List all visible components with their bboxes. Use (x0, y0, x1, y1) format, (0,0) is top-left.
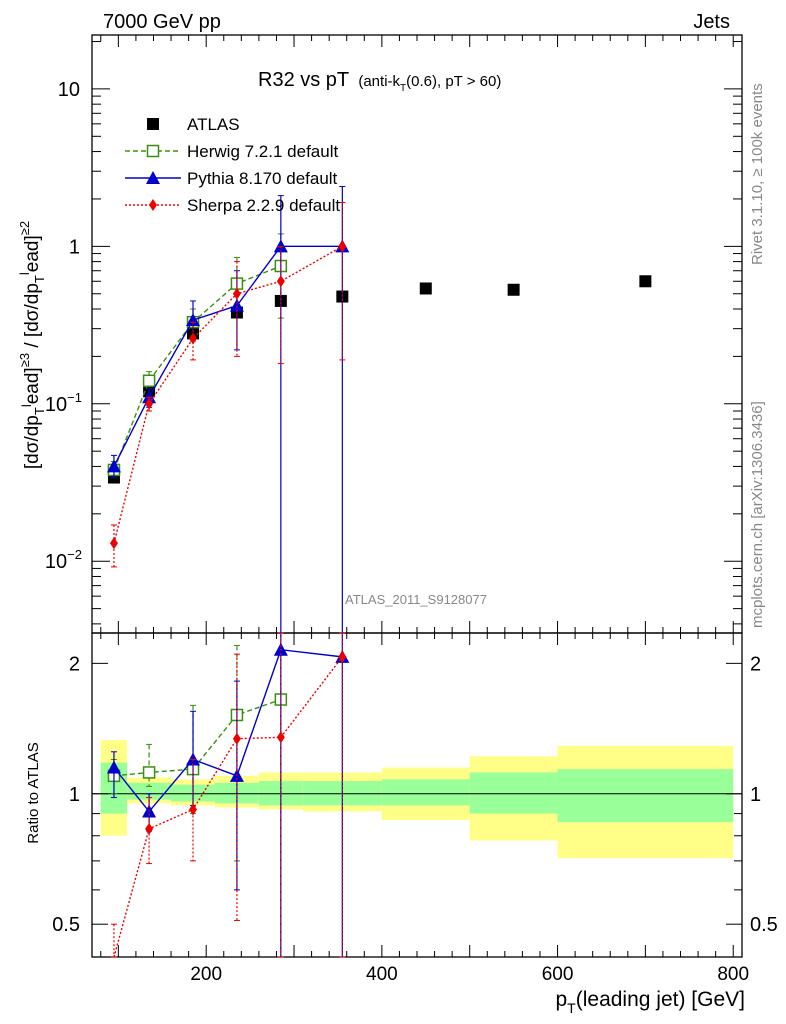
pythia-ratio-point (106, 760, 121, 774)
atlas-point (419, 282, 432, 295)
sherpa-ratio-point (338, 650, 347, 663)
legend-label: ATLAS (187, 115, 240, 134)
legend-marker (146, 144, 160, 158)
uncertainty-band-green (557, 769, 734, 823)
ratio-y-tick-label: 1 (69, 784, 80, 806)
sherpa-ratio-point (276, 731, 285, 744)
sherpa-point (338, 240, 347, 253)
header-left: 7000 GeV pp (103, 11, 221, 33)
y-axis-label-main: [dσ/dpTlead]≥3 / [dσ/dpTlead]≥2 (17, 221, 47, 469)
main-panel: 10−2 10−1 1 10 ATLAS Herwig 7.2.1 default Pyth… (45, 34, 743, 634)
legend-marker (149, 199, 157, 211)
uncertainty-band-green (381, 779, 470, 806)
ratio-y-tick-label-right: 2 (750, 653, 761, 675)
y-axis-label-ratio: Ratio to ATLAS (25, 742, 42, 843)
pythia-point (106, 459, 121, 473)
sherpa-point (189, 332, 198, 345)
sherpa-line (113, 245, 343, 544)
legend-label: Pythia 8.170 default (187, 169, 338, 188)
ratio-y-tick-label-right: 1 (750, 784, 761, 806)
sherpa-point (109, 537, 118, 550)
legend-label: Herwig 7.2.1 default (187, 142, 338, 161)
pythia-point (229, 298, 244, 312)
y-tick-label: 1 (69, 236, 80, 258)
header-right: Jets (693, 11, 730, 33)
uncertainty-band-green (469, 772, 558, 814)
legend-label: Sherpa 2.2.9 default (187, 196, 340, 215)
x-tick-label: 800 (717, 964, 749, 985)
herwig-ratio-point (142, 766, 156, 779)
watermark: ATLAS_2011_S9128077 (345, 592, 487, 607)
y-tick-label: 10 (58, 79, 80, 101)
plot-title: R32 vs pT (anti-kT(0.6), pT > 60) (258, 69, 501, 94)
ratio-panel: 200 400 600 800 0.5 0.5 1 1 2 2 (52, 632, 778, 985)
pythia-point (186, 313, 201, 327)
x-tick-label: 400 (366, 964, 398, 985)
svg-text:[dσ/dpTlead]≥3 / [dσ/dpTlead]≥: [dσ/dpTlead]≥3 / [dσ/dpTlead]≥2 (17, 221, 47, 469)
herwig-line (113, 265, 282, 471)
herwig-point (142, 374, 156, 388)
sherpa-point (145, 397, 154, 410)
y-tick-label: 10−1 (45, 390, 82, 416)
legend-marker (147, 118, 159, 130)
sherpa-ratio-point (189, 803, 198, 816)
atlas-point (639, 275, 652, 288)
ratio-y-tick-label: 0.5 (52, 914, 80, 936)
uncertainty-band-green (127, 782, 172, 800)
sherpa-point (276, 275, 285, 288)
ratio-y-tick-label-right: 0.5 (750, 914, 778, 936)
x-tick-label: 200 (190, 964, 222, 985)
side-label-rivet: Rivet 3.1.10, ≥ 100k events (749, 83, 766, 265)
herwig-ratio-line (113, 698, 282, 777)
ratio-y-tick-label: 2 (69, 653, 80, 675)
pythia-line (113, 245, 343, 467)
sherpa-ratio-point (145, 822, 154, 835)
legend-marker (146, 171, 160, 184)
x-tick-label: 600 (542, 964, 574, 985)
side-label-mcplots: mcplots.cern.ch [arXiv:1306.3436] (749, 401, 766, 628)
sherpa-ratio-line (113, 656, 343, 958)
y-tick-label: 10−2 (45, 547, 82, 573)
x-axis-label: pT(leading jet) [GeV] (555, 988, 745, 1016)
sherpa-ratio-point (232, 732, 241, 745)
atlas-point (507, 283, 520, 296)
pythia-ratio-line (113, 648, 343, 813)
sherpa-point (232, 287, 241, 300)
